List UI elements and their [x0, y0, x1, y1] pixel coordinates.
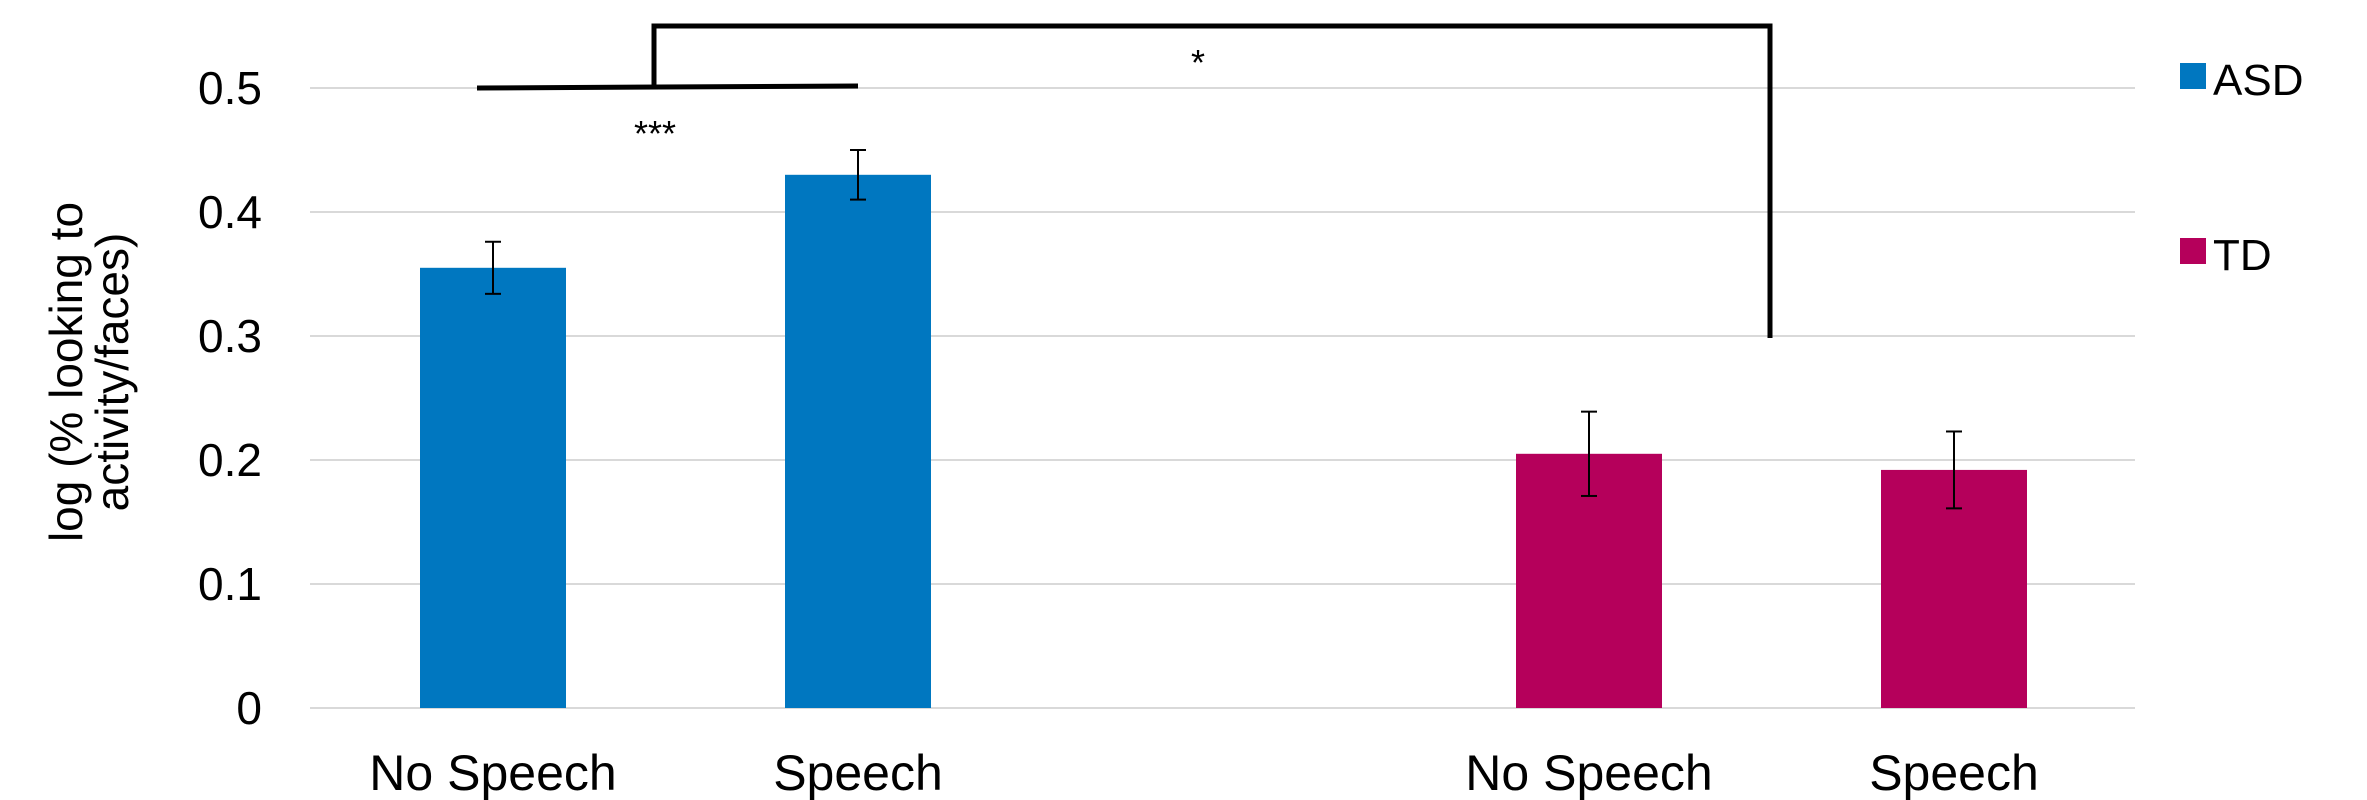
significance-label: *: [1191, 42, 1205, 83]
y-tick-label: 0.1: [198, 558, 262, 610]
x-category-label: Speech: [1869, 745, 2039, 800]
x-category-label: No Speech: [369, 745, 616, 800]
bars: [420, 174, 2027, 709]
bar: [420, 267, 566, 708]
error-bars: [485, 149, 1962, 510]
y-tick-label: 0.4: [198, 186, 262, 238]
gridlines: [310, 87, 2135, 709]
legend-label: TD: [2213, 231, 2272, 280]
significance-brackets: ****: [476, 23, 1773, 338]
legend-label: ASD: [2213, 56, 2303, 105]
x-axis-categories: No Speech Speech No Speech Speech: [369, 745, 2038, 800]
legend: ASD TD: [2180, 56, 2303, 280]
legend-swatch: [2180, 63, 2206, 89]
y-axis-ticks: 0 0.1 0.2 0.3 0.4 0.5: [198, 62, 262, 734]
y-tick-label: 0.5: [198, 62, 262, 114]
bracket-asd-vs-td: [651, 23, 1773, 338]
y-axis-title-line: activity/faces): [86, 233, 138, 512]
bar: [785, 174, 931, 709]
y-tick-label: 0.3: [198, 310, 262, 362]
y-axis-title-line: log (% looking to: [40, 202, 92, 542]
y-tick-label: 0.2: [198, 434, 262, 486]
x-category-label: No Speech: [1465, 745, 1712, 800]
y-tick-label: 0: [236, 682, 262, 734]
bar: [1881, 469, 2027, 708]
significance-label: ***: [634, 113, 676, 154]
x-category-label: Speech: [773, 745, 943, 800]
legend-swatch: [2180, 238, 2206, 264]
bracket-within-asd: [476, 83, 859, 91]
